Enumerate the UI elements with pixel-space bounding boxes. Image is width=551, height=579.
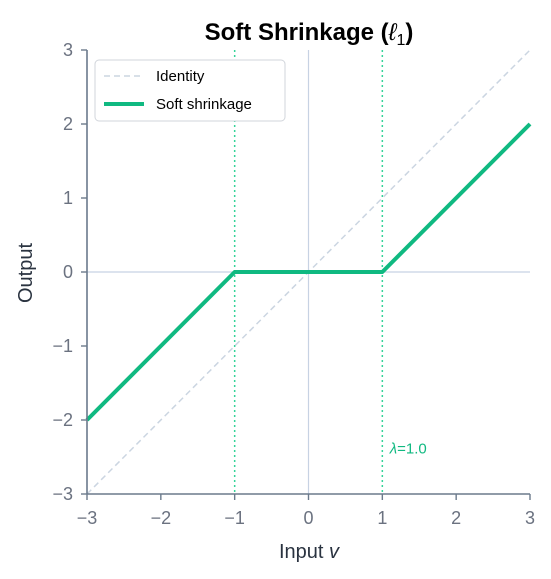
lambda-annotation: λ=1.0 (389, 440, 427, 457)
y-tick-label: 2 (63, 114, 73, 134)
x-tick-label: −3 (77, 508, 98, 528)
y-tick-label: 1 (63, 188, 73, 208)
y-tick-label: −1 (52, 336, 73, 356)
x-tick-label: 2 (451, 508, 461, 528)
series-line-soft-shrinkage (85, 122, 532, 422)
chart-title-subscript: 1 (396, 32, 405, 49)
legend-soft-shrinkage-label: Soft shrinkage (156, 96, 252, 113)
x-axis-label: Input v (279, 541, 340, 563)
legend-identity-label: Identity (156, 68, 205, 85)
x-tick-label: −1 (224, 508, 245, 528)
y-tick-label: −2 (52, 410, 73, 430)
y-tick-label: −3 (52, 484, 73, 504)
x-tick-label: −2 (151, 508, 172, 528)
chart-title-close: ) (405, 19, 413, 46)
chart-title-main: Soft Shrinkage ( (205, 19, 389, 46)
chart-title-ell: ℓ (388, 19, 398, 46)
y-tick-label: 3 (63, 40, 73, 60)
x-axis-label-main: Input (279, 541, 329, 563)
chart-title: Soft Shrinkage (ℓ1) (205, 19, 414, 49)
x-tick-label: 0 (303, 508, 313, 528)
x-tick-label: 3 (525, 508, 535, 528)
y-tick-label: 0 (63, 262, 73, 282)
legend: Identity Soft shrinkage (94, 59, 286, 122)
x-axis-label-var: v (329, 541, 340, 563)
plot-area: −3 −2 −1 0 1 2 3 −3 −2 −1 0 1 2 3 λ=1.0 (52, 40, 535, 528)
x-tick-label: 1 (377, 508, 387, 528)
y-axis-label: Output (15, 243, 37, 303)
